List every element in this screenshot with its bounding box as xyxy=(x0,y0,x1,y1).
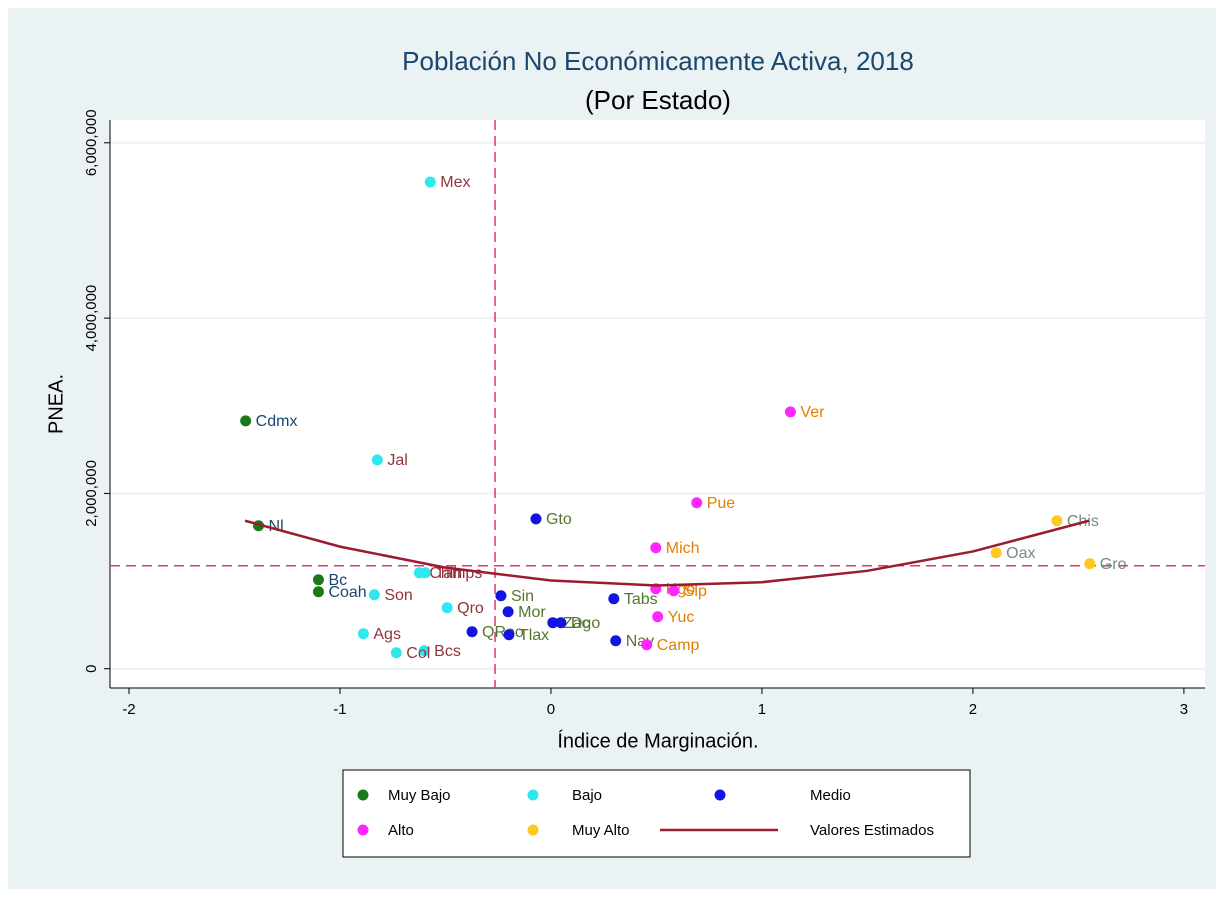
point xyxy=(691,497,703,509)
point xyxy=(312,574,324,586)
x-axis-label: Índice de Marginación. xyxy=(557,729,758,752)
y-tick-label: 6,000,000 xyxy=(83,109,100,176)
point-label: QRoo xyxy=(482,624,524,641)
point xyxy=(610,635,622,647)
x-tick-label: -2 xyxy=(122,701,135,718)
point-label: Gro xyxy=(1100,556,1127,573)
point-label: Pue xyxy=(707,495,736,512)
y-tick-label: 2,000,000 xyxy=(83,460,100,527)
point xyxy=(555,617,567,629)
point-label: Bc xyxy=(328,572,347,589)
point xyxy=(312,586,324,598)
legend-label: Bajo xyxy=(572,787,602,804)
point-label: Tlax xyxy=(519,627,549,644)
point-label: Ags xyxy=(373,626,401,643)
y-axis-label: PNEA. xyxy=(45,374,67,434)
point xyxy=(419,567,431,579)
y-tick-label: 4,000,000 xyxy=(83,285,100,352)
point-label: Mich xyxy=(666,540,700,557)
point-label: Son xyxy=(384,587,412,604)
point xyxy=(371,454,383,466)
legend-marker xyxy=(527,824,539,836)
x-tick-label: 2 xyxy=(969,701,977,718)
legend-label: Alto xyxy=(388,822,414,839)
point xyxy=(466,626,478,638)
point xyxy=(530,513,542,525)
point-label: Yuc xyxy=(668,609,695,626)
point xyxy=(390,647,402,659)
point-label: Cdmx xyxy=(256,413,298,430)
x-tick-label: 1 xyxy=(758,701,766,718)
legend-box xyxy=(342,769,971,858)
point-label: Jal xyxy=(387,452,407,469)
legend-label: Muy Bajo xyxy=(388,787,451,804)
point-label: Mor xyxy=(518,604,546,621)
chart-subtitle: (Por Estado) xyxy=(585,85,731,115)
y-tick-label: 0 xyxy=(83,665,100,673)
point-label: Dgo xyxy=(571,615,600,632)
x-tick-label: -1 xyxy=(333,701,346,718)
point xyxy=(547,617,559,629)
legend-marker xyxy=(357,789,369,801)
point xyxy=(418,645,430,657)
point-label: Nl xyxy=(269,518,284,535)
point-label: Coah xyxy=(328,584,366,601)
point xyxy=(1084,558,1096,570)
point xyxy=(357,628,369,640)
point-label: Bcs xyxy=(434,643,461,660)
legend-marker xyxy=(357,824,369,836)
legend-marker xyxy=(527,789,539,801)
point xyxy=(990,547,1002,559)
point-label: Col xyxy=(406,645,430,662)
point-label: Gto xyxy=(546,511,572,528)
chart-title: Población No Económicamente Activa, 2018 xyxy=(402,46,914,76)
point xyxy=(240,415,252,427)
point-label: Zac xyxy=(563,615,590,632)
point xyxy=(441,602,453,614)
point xyxy=(1051,515,1063,527)
point-label: Qro xyxy=(457,600,484,617)
point-label: Tabs xyxy=(624,591,658,608)
legend-label: Valores Estimados xyxy=(810,822,934,839)
point-label: Oax xyxy=(1006,545,1035,562)
legend-label: Medio xyxy=(810,787,851,804)
point xyxy=(784,406,796,418)
point-label: Sin xyxy=(511,588,534,605)
fitted-line xyxy=(244,519,1090,587)
x-tick-label: 0 xyxy=(547,701,555,718)
point-label: Mex xyxy=(440,174,470,191)
point-label: Camp xyxy=(657,637,700,654)
point xyxy=(503,629,515,641)
point-label: Tamps xyxy=(435,565,482,582)
point xyxy=(368,589,380,601)
point xyxy=(668,585,680,597)
point-label: Slp xyxy=(684,583,707,600)
point xyxy=(424,176,436,188)
point xyxy=(502,606,514,618)
legend-marker xyxy=(714,789,726,801)
point-label: Ver xyxy=(800,404,825,421)
point xyxy=(608,593,620,605)
point xyxy=(650,542,662,554)
legend-label: Muy Alto xyxy=(572,822,630,839)
x-tick-label: 3 xyxy=(1180,701,1188,718)
point xyxy=(641,639,653,651)
point xyxy=(652,611,664,623)
point xyxy=(495,590,507,602)
